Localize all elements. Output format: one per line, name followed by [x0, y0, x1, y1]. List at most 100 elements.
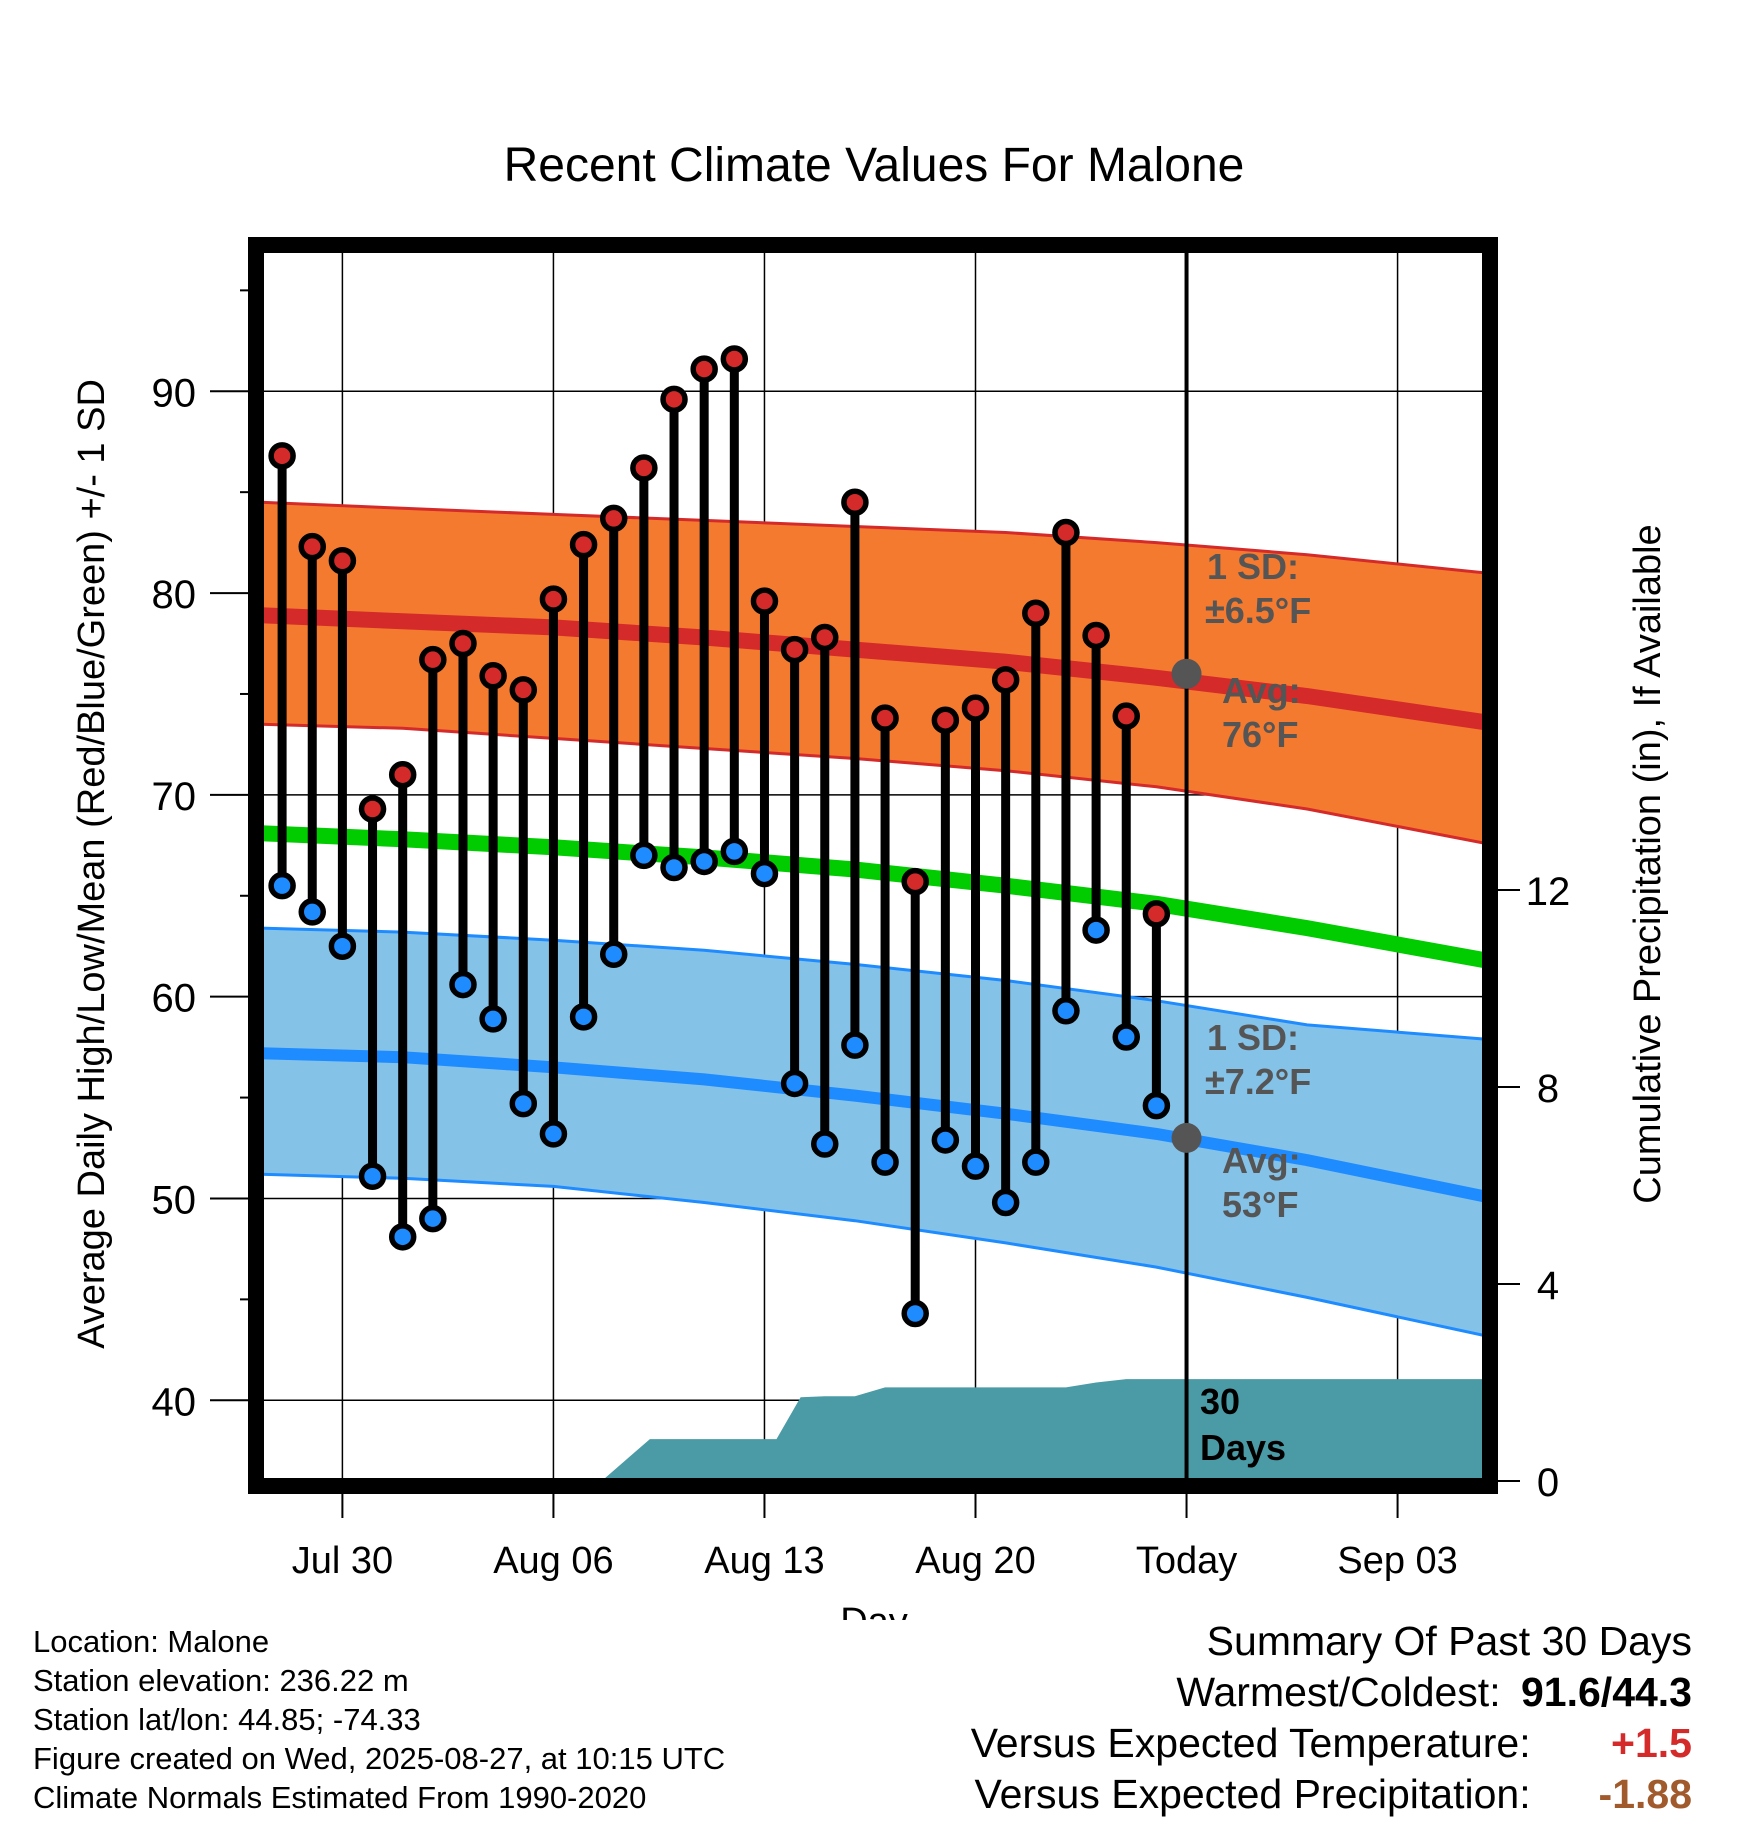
observed-low-point — [871, 1148, 899, 1176]
observed-low-point — [298, 898, 327, 926]
precip-area — [601, 1379, 1485, 1481]
observed-low-point — [991, 1188, 1020, 1217]
observed-low-point — [268, 871, 296, 900]
low-sd-value: ±7.2°F — [1205, 1061, 1311, 1102]
info-latlon: Station lat/lon: 44.85; -74.33 — [33, 1702, 421, 1737]
low-sd-label: 1 SD: — [1207, 1017, 1299, 1058]
precip-value: -1.88 — [1598, 1771, 1692, 1817]
observed-high-point — [1142, 900, 1171, 928]
today-high-marker — [1171, 658, 1202, 689]
y-tick-label: 60 — [152, 977, 197, 1021]
high-sd-value: ±6.5°F — [1205, 590, 1311, 631]
observed-low-point — [630, 841, 658, 870]
climate-chart: Recent Climate Values For Malone 1 SD: ±6… — [71, 139, 1669, 1620]
y2-axis-label: Cumulative Precipitation (in), If Availa… — [1627, 524, 1669, 1203]
y-tick-label: 70 — [152, 775, 197, 819]
observed-low-point — [841, 1031, 869, 1059]
observed-high-point — [1022, 599, 1050, 627]
info-normals: Climate Normals Estimated From 1990-2020 — [33, 1780, 647, 1815]
summary-temp: Versus Expected Temperature: +1.5 — [971, 1718, 1692, 1769]
observed-low-point — [690, 847, 718, 876]
observed-high-point — [1052, 518, 1080, 547]
high-avg-label: Avg: — [1222, 670, 1301, 711]
observed-high-point — [961, 694, 990, 722]
plot-frame — [248, 237, 1498, 1494]
period-label: Days — [1200, 1427, 1286, 1468]
observed-low-point — [1112, 1023, 1140, 1051]
observed-low-point — [660, 853, 688, 882]
observed-high-point — [449, 629, 477, 658]
observed-low-point — [328, 932, 357, 960]
x-tick-label: Aug 06 — [493, 1540, 613, 1582]
observed-low-point — [901, 1299, 929, 1328]
summary-precip: Versus Expected Precipitation: -1.88 — [971, 1769, 1693, 1820]
observed-high-point — [358, 795, 387, 823]
observed-high-point — [901, 867, 929, 896]
temp-label: Versus Expected Temperature: — [970, 1720, 1531, 1766]
observed-high-point — [991, 666, 1020, 694]
x-axis-label: Day — [840, 1601, 908, 1620]
observed-high-point — [630, 454, 658, 482]
observed-low-point — [780, 1069, 809, 1098]
chart-title: Recent Climate Values For Malone — [504, 139, 1245, 192]
info-elevation: Station elevation: 236.22 m — [33, 1663, 409, 1698]
y2-tick-label: 0 — [1537, 1461, 1559, 1505]
normal-low-line — [261, 1047, 1485, 1203]
x-tick-label: Aug 20 — [915, 1540, 1035, 1582]
observed-low-point — [358, 1162, 387, 1191]
y2-tick-label: 4 — [1537, 1264, 1559, 1308]
observed-high-point — [328, 547, 357, 575]
observed-high-point — [419, 645, 447, 674]
today-low-marker — [1171, 1122, 1202, 1153]
observed-high-point — [1112, 702, 1140, 730]
y-axis-label: Average Daily High/Low/Mean (Red/Blue/Gr… — [71, 379, 113, 1349]
observed-low-point — [539, 1120, 568, 1148]
observed-high-point — [720, 345, 749, 373]
y-tick-label: 40 — [152, 1380, 197, 1424]
high-sd-band — [261, 502, 1485, 844]
observed-low-point — [1142, 1091, 1171, 1120]
x-tick-label: Jul 30 — [292, 1540, 393, 1582]
high-avg-value: 76°F — [1222, 714, 1298, 755]
observed-high-point — [660, 385, 688, 414]
observed-high-point — [599, 504, 628, 533]
y2-tick-label: 8 — [1537, 1067, 1559, 1111]
observed-low-point — [388, 1223, 417, 1251]
observed-low-point — [1022, 1148, 1050, 1176]
observed-low-point — [1052, 997, 1080, 1025]
period-number: 30 — [1200, 1381, 1240, 1422]
observed-high-point — [690, 355, 718, 383]
observed-high-point — [1082, 621, 1110, 650]
observed-low-point — [961, 1152, 990, 1180]
observed-low-point — [811, 1130, 839, 1158]
low-avg-value: 53°F — [1222, 1184, 1298, 1225]
observed-high-point — [569, 530, 598, 559]
x-tick-label: Sep 03 — [1337, 1540, 1457, 1582]
summary-panel: Summary Of Past 30 Days Warmest/Coldest:… — [971, 1616, 1692, 1820]
observed-low-point — [479, 1005, 507, 1033]
observed-low-point — [449, 970, 477, 999]
warm-cold-value: 91.6/44.3 — [1521, 1669, 1692, 1715]
observed-high-point — [811, 623, 839, 652]
y2-tick-label: 12 — [1526, 870, 1571, 914]
observed-high-point — [479, 662, 507, 690]
observed-low-point — [599, 940, 628, 969]
x-tick-label: Aug 13 — [704, 1540, 824, 1582]
observed-low-point — [931, 1126, 960, 1154]
summary-warm-cold: Warmest/Coldest: 91.6/44.3 — [971, 1667, 1692, 1718]
temp-value: +1.5 — [1611, 1720, 1692, 1766]
observed-high-point — [539, 585, 568, 613]
warm-cold-label: Warmest/Coldest: — [1176, 1669, 1501, 1715]
observed-low-point — [750, 859, 779, 888]
observed-high-point — [931, 706, 960, 734]
low-band-lower-edge — [261, 1172, 1485, 1338]
x-tick-label: Today — [1136, 1540, 1237, 1582]
observed-high-point — [841, 488, 869, 517]
station-info: Location: Malone Station elevation: 236.… — [33, 1622, 725, 1817]
info-location: Location: Malone — [33, 1624, 270, 1659]
y-tick-label: 90 — [152, 371, 197, 415]
observed-low-point — [720, 837, 749, 866]
info-created: Figure created on Wed, 2025-08-27, at 10… — [33, 1741, 726, 1776]
observed-low-point — [1082, 916, 1110, 944]
observed-high-point — [509, 676, 538, 704]
